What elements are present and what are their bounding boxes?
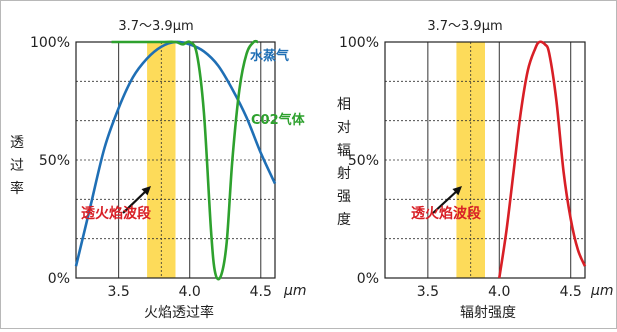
y-tick-label: 0%: [48, 271, 70, 287]
series-line: [111, 39, 259, 281]
x-axis-unit: μm: [283, 283, 307, 299]
y-axis-label-char: 强: [337, 189, 351, 205]
annotation-arrow-head: [141, 186, 151, 196]
x-tick-label: 4.5: [560, 284, 582, 300]
series-label: 水蒸气: [250, 48, 289, 64]
annotation-arrow-head: [452, 186, 462, 196]
y-axis-label-char: 相: [337, 97, 351, 113]
y-tick-label: 0%: [357, 271, 379, 287]
y-tick-label: 100%: [30, 35, 70, 51]
y-axis-label-char: 率: [10, 180, 24, 197]
x-tick-label: 4.0: [488, 284, 510, 300]
x-axis-label: 辐射强度: [460, 305, 516, 321]
y-axis-label-char: 射: [337, 166, 351, 182]
panel-left: 3.7～3.9μm 透过率 火焰透过率 μm 0% 50% 100% 3.5 4.0 4.…: [10, 19, 307, 321]
y-axis-label-char: 透: [10, 135, 24, 151]
x-axis-label: 火焰透过率: [144, 304, 214, 321]
y-axis-label: 相对辐射强度: [337, 97, 351, 228]
x-tick-label: 4.5: [250, 284, 272, 300]
x-tick-label: 3.5: [417, 284, 439, 300]
y-axis-label-char: 辐: [337, 143, 351, 159]
y-axis-label-char: 度: [337, 212, 351, 228]
y-axis-label: 透过率: [10, 135, 24, 197]
y-axis-label-char: 过: [10, 158, 24, 174]
series-line: [498, 40, 587, 279]
y-axis-label-char: 对: [337, 120, 351, 136]
plot-area-border: [384, 41, 586, 279]
series-label: C02气体: [251, 112, 306, 128]
annotation-label: 透火焰波段: [81, 205, 151, 222]
x-tick-label: 3.5: [108, 284, 130, 300]
x-axis-unit: μm: [590, 283, 614, 299]
x-tick-label: 4.0: [179, 284, 201, 300]
band-label: 3.7～3.9μm: [118, 19, 193, 34]
y-tick-label: 100%: [339, 35, 379, 51]
y-tick-label: 50%: [39, 153, 70, 169]
annotation-arrow-shaft: [122, 189, 148, 214]
annotation-label: 透火焰波段: [411, 205, 481, 222]
y-tick-label: 50%: [348, 153, 379, 169]
band-label: 3.7～3.9μm: [427, 19, 502, 34]
panel-right: 3.7～3.9μm 相对辐射强度 辐射强度 μm 0%50%100%3.5 4.0…: [337, 19, 614, 321]
annotation-arrow-shaft: [432, 189, 459, 214]
